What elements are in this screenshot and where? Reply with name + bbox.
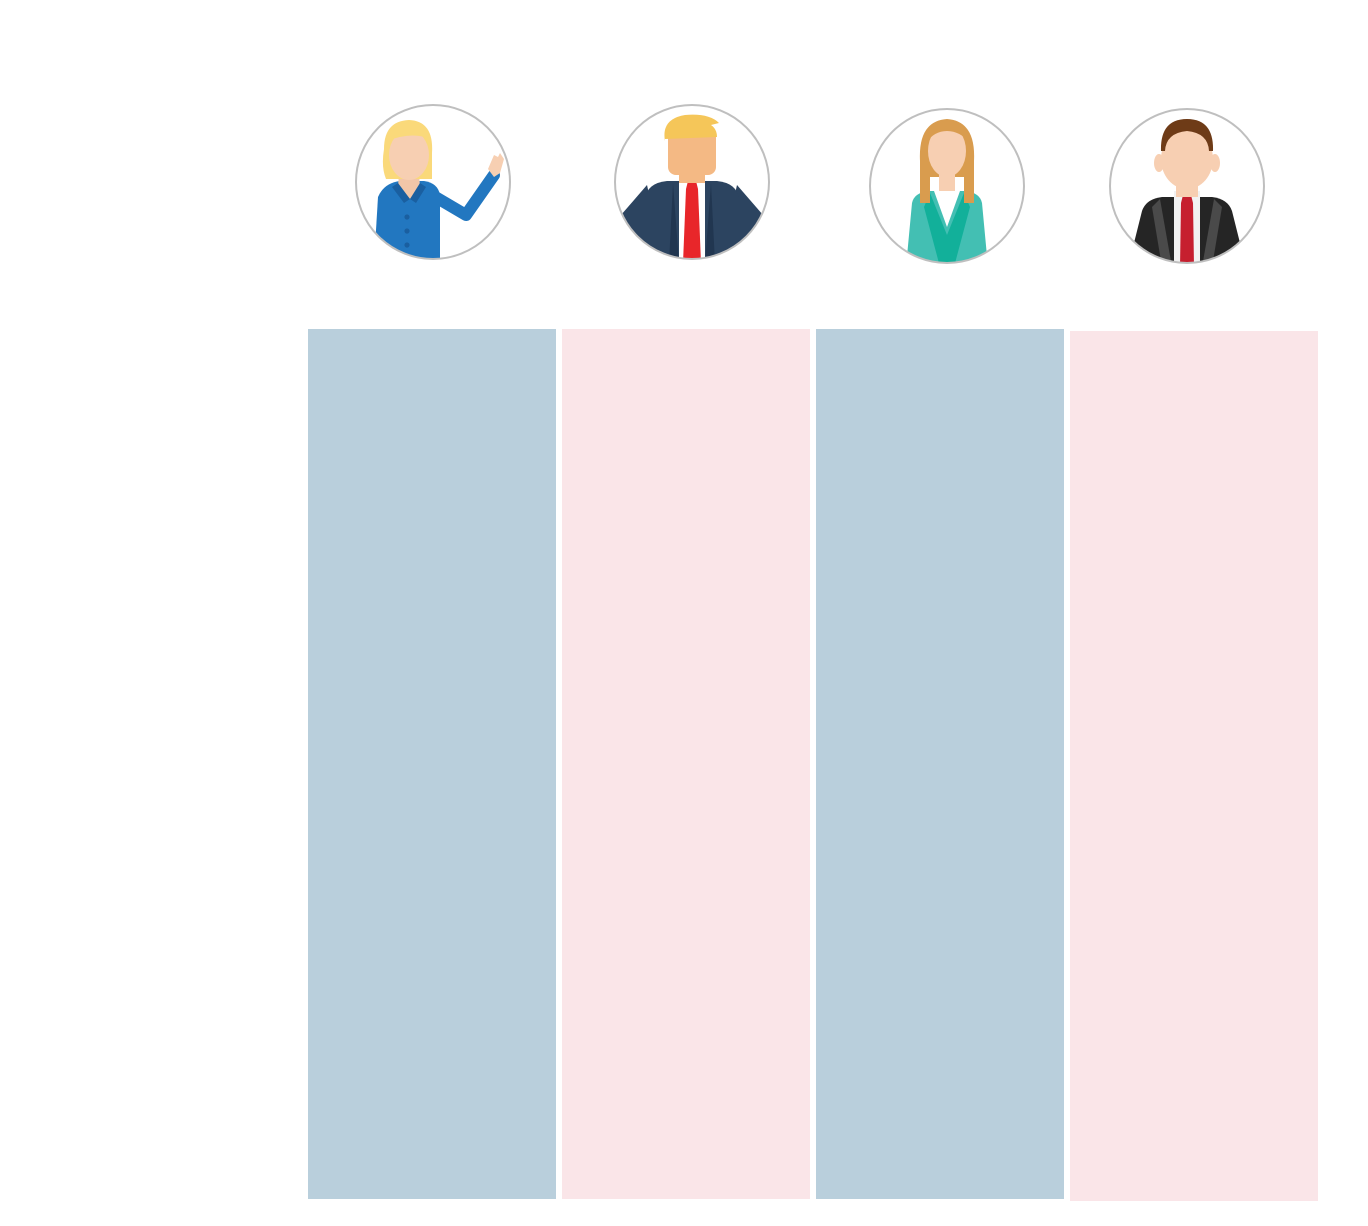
man-black-suit-red-tie-icon <box>1109 108 1265 264</box>
woman-teal-jacket-icon <box>869 108 1025 264</box>
column-4 <box>1070 331 1318 1201</box>
blonde-woman-blue-suit-waving-icon <box>355 104 511 260</box>
avatar-2 <box>613 103 771 261</box>
column-1 <box>308 329 556 1199</box>
column-3 <box>816 329 1064 1199</box>
avatar-1 <box>354 103 512 261</box>
avatar-4 <box>1108 107 1266 265</box>
avatar-3 <box>868 107 1026 265</box>
blond-man-navy-suit-red-tie-icon <box>614 104 770 260</box>
column-2 <box>562 329 810 1199</box>
